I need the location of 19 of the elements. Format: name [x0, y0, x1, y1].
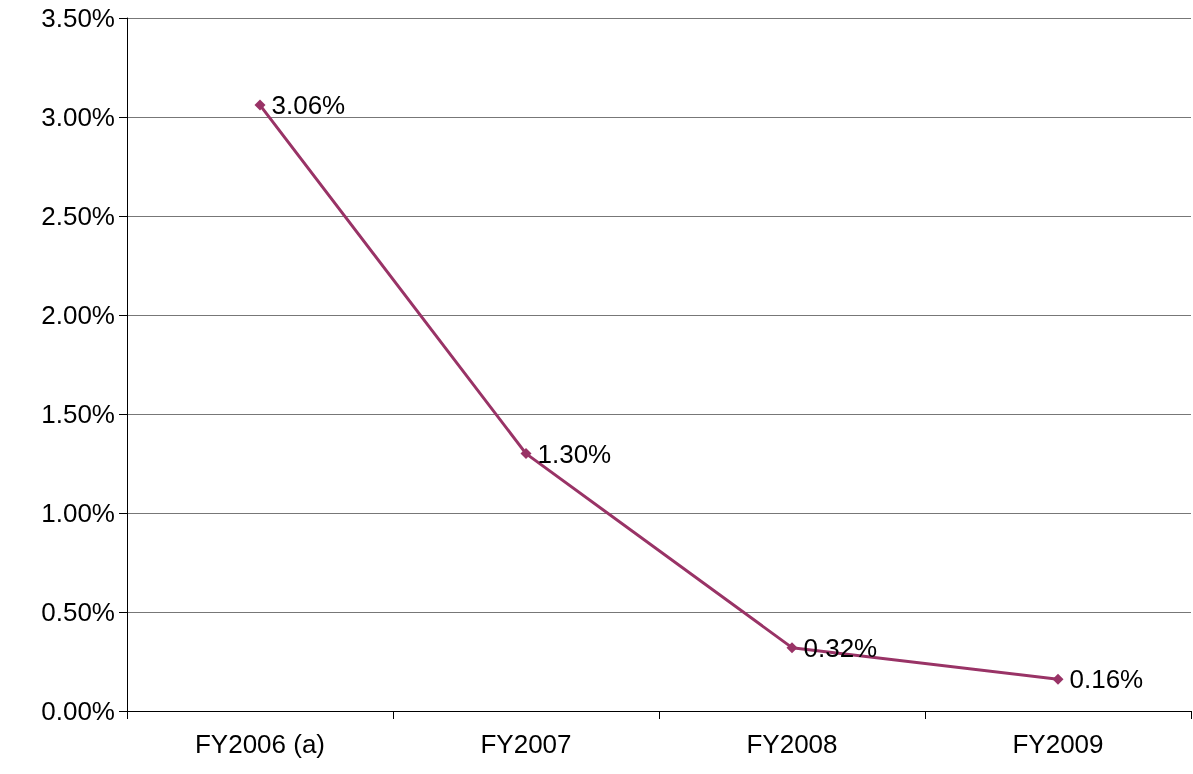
point — [786, 642, 798, 654]
data-label: 1.30% — [537, 438, 612, 469]
y-tick-label: 2.50% — [41, 201, 115, 231]
data-label: 0.16% — [1069, 664, 1144, 695]
point — [520, 448, 532, 460]
y-tick-label: 1.50% — [41, 399, 115, 429]
x-tick-label: FY2006 (a) — [194, 729, 326, 759]
point — [254, 99, 266, 111]
y-tick-label: 2.00% — [41, 300, 115, 330]
x-tick-label: FY2008 — [746, 729, 838, 759]
y-tick-label: 1.00% — [41, 498, 115, 528]
y-tick-label: 0.50% — [41, 597, 115, 627]
x-tick-label: FY2009 — [1012, 729, 1104, 759]
point — [1052, 673, 1064, 685]
y-tick-label: 3.50% — [41, 3, 115, 33]
x-tick-label: FY2007 — [480, 729, 572, 759]
data-label: 3.06% — [271, 90, 346, 121]
y-tick-label: 3.00% — [41, 102, 115, 132]
y-tick-label: 0.00% — [41, 696, 115, 726]
